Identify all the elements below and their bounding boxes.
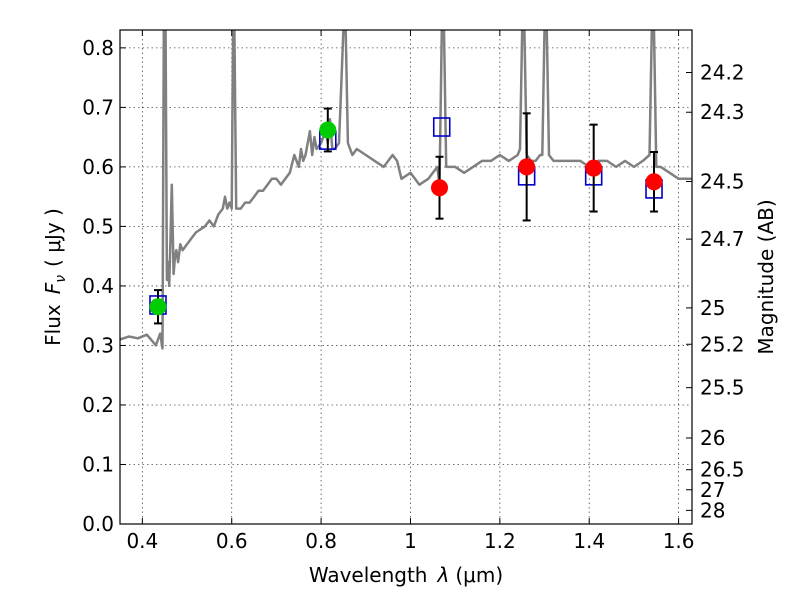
error-bars [153,107,659,325]
magnitude-tick-label: 26.5 [700,458,745,482]
y-tick-label: 0.6 [82,155,114,179]
x-tick-label: 1.4 [573,529,605,553]
model-photometry-series [149,117,663,315]
x-axis-title: Wavelength λ (μm) [309,563,503,587]
magnitude-tick-label: 28 [700,498,725,522]
x-axis-ticks: 0.4 0.6 0.8 1 1.2 1.4 1.6 [126,30,695,553]
model-spectrum [120,30,692,350]
x-tick-label: 0.6 [216,529,248,553]
magnitude-axis-title: Magnitude (AB) [754,199,778,354]
y-tick-label: 0.2 [82,393,114,417]
model-flux-square [432,117,451,137]
y-tick-label: 0.3 [82,333,114,357]
y-tick-label: 0.4 [82,274,114,298]
x-tick-label: 0.8 [305,529,337,553]
observed-nir-point [645,173,663,191]
y-tick-label: 0.1 [82,452,114,476]
observed-photometry-series [149,121,663,316]
y-tick-label: 0.7 [82,95,114,119]
observed-nir-point [518,158,536,176]
grid [120,30,692,525]
model-spectrum-line [120,30,692,350]
x-tick-label: 0.4 [126,529,158,553]
y-axis-ticks: 0.0 0.1 0.2 0.3 0.4 0.5 0.6 0.7 0.8 [82,36,126,536]
observed-nir-point [585,159,603,177]
observed-optical-point [149,298,167,316]
plot-frame [119,29,693,525]
magnitude-tick-label: 24.5 [700,170,745,194]
magnitude-tick-label: 27 [700,478,725,502]
magnitude-tick-label: 25.2 [700,332,745,356]
y-tick-label: 0.0 [82,512,114,536]
magnitude-tick-label: 25 [700,296,725,320]
y-tick-label: 0.8 [82,36,114,60]
magnitude-tick-label: 24.2 [700,61,745,85]
x-tick-label: 1.6 [663,529,695,553]
observed-optical-point [319,121,337,139]
y-tick-label: 0.5 [82,214,114,238]
magnitude-tick-label: 24.3 [700,100,745,124]
x-tick-label: 1 [404,529,417,553]
x-tick-label: 1.2 [484,529,516,553]
observed-nir-point [431,179,449,197]
y-axis-title: FluxFν( μJy ) [41,208,69,346]
magnitude-tick-label: 25.5 [700,376,745,400]
magnitude-tick-label: 24.7 [700,227,745,251]
magnitude-tick-label: 26 [700,426,725,450]
